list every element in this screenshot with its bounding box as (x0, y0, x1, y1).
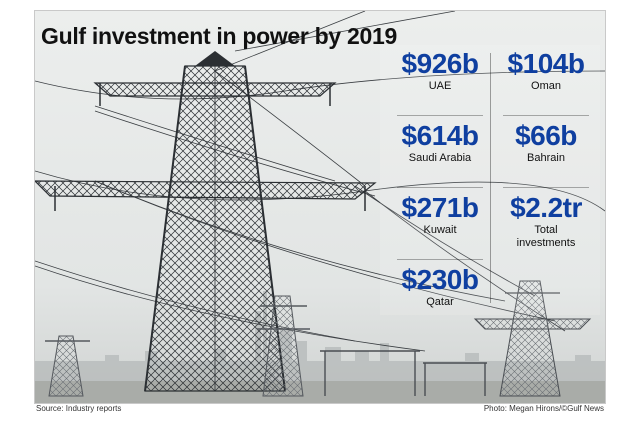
column-divider (490, 53, 491, 303)
row-divider-5 (397, 259, 483, 260)
row-divider-1 (397, 115, 483, 116)
stat-label: Qatar (426, 296, 454, 308)
infographic: Gulf investment in power by 2019 $926b U… (34, 10, 606, 404)
stat-label-line2: investments (516, 237, 576, 249)
stat-value: $614b (401, 120, 479, 151)
row-divider-3 (397, 187, 483, 188)
stat-saudi-arabia: $614b Saudi Arabia (385, 121, 495, 165)
stat-value: $271b (401, 192, 479, 223)
stat-value: $2.2tr (510, 192, 582, 223)
stat-uae: $926b UAE (385, 49, 495, 93)
stat-oman: $104b Oman (491, 49, 601, 93)
stat-value: $66b (515, 120, 577, 151)
photo-credit: Photo: Megan Hirons/©Gulf News (483, 404, 604, 413)
stat-label: Bahrain (527, 152, 565, 164)
stat-value: $230b (401, 264, 479, 295)
pylons-photo (35, 11, 605, 403)
stat-qatar: $230b Qatar (385, 265, 495, 309)
stat-label-line1: Total (534, 224, 558, 236)
infographic-title: Gulf investment in power by 2019 (41, 23, 397, 49)
stat-label: Kuwait (423, 224, 457, 236)
stat-kuwait: $271b Kuwait (385, 193, 495, 237)
stat-value: $926b (401, 48, 479, 79)
stat-label: Oman (531, 80, 561, 92)
row-divider-4 (503, 187, 589, 188)
source-note: Source: Industry reports (36, 404, 122, 413)
stat-bahrain: $66b Bahrain (491, 121, 601, 165)
row-divider-2 (503, 115, 589, 116)
stat-value: $104b (507, 48, 585, 79)
stat-label: Saudi Arabia (408, 152, 472, 164)
stat-total-investments: $2.2tr Total investments (491, 193, 601, 250)
stat-label: UAE (428, 80, 452, 92)
